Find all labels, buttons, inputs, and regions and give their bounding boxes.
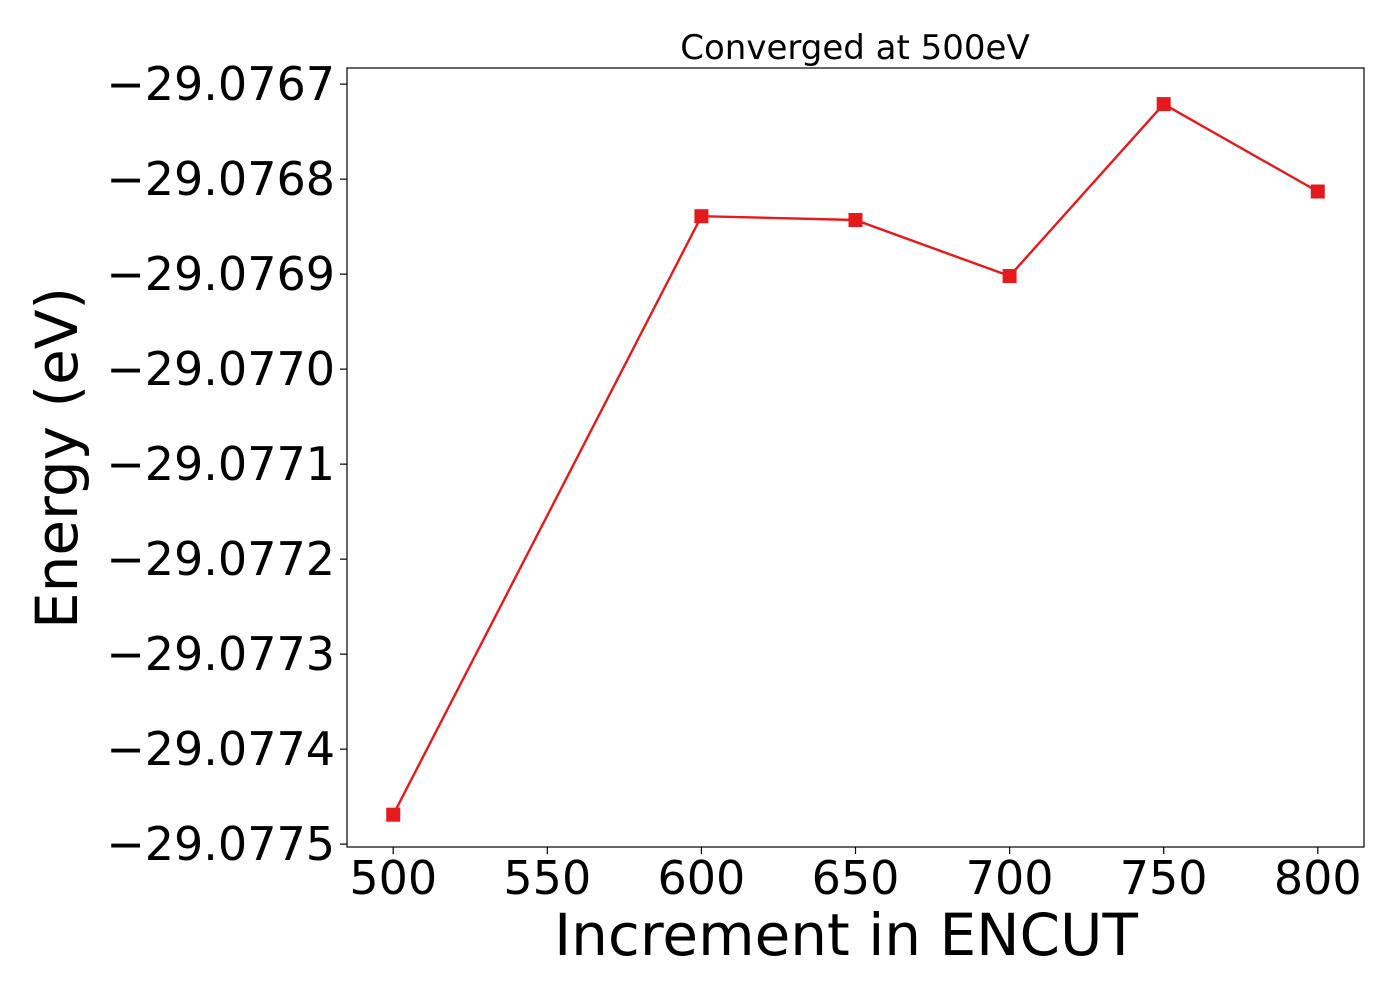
data-point-marker	[848, 213, 863, 227]
x-axis: 500 550 600 650 700 750 800	[349, 847, 1362, 905]
plot-area-frame	[346, 67, 1365, 848]
x-axis-label: Increment in ENCUT	[554, 901, 1138, 969]
series-line	[392, 102, 1319, 816]
y-tick-label: −29.0767	[106, 57, 335, 111]
x-tick-label: 650	[812, 851, 900, 905]
y-axis: −29.0767 −29.0768 −29.0769 −29.0770 −29.0771…	[106, 57, 347, 871]
chart-title: Converged at 500eV	[680, 28, 1029, 68]
data-point-marker	[694, 209, 709, 224]
y-tick-label: −29.0774	[106, 722, 335, 776]
series-layer	[386, 97, 1325, 822]
y-tick-label: −29.0775	[106, 817, 335, 871]
x-tick-label: 700	[966, 851, 1054, 905]
data-point-marker	[1310, 184, 1325, 199]
x-tick-label: 550	[503, 851, 591, 905]
data-point-marker	[386, 807, 401, 822]
y-tick-label: −29.0768	[106, 152, 335, 206]
x-tick-label: 500	[349, 851, 437, 905]
x-tick-label: 600	[658, 851, 746, 905]
data-point-marker	[1156, 97, 1171, 112]
y-tick-label: −29.0771	[106, 437, 335, 491]
y-tick-label: −29.0772	[106, 532, 335, 586]
x-tick-label: 800	[1274, 851, 1362, 905]
y-tick-label: −29.0769	[106, 247, 335, 301]
y-axis-label: Energy (eV)	[23, 287, 91, 629]
x-tick-label: 750	[1120, 851, 1208, 905]
y-tick-label: −29.0770	[106, 342, 335, 396]
data-point-marker	[1002, 269, 1017, 284]
y-tick-label: −29.0773	[106, 627, 335, 681]
